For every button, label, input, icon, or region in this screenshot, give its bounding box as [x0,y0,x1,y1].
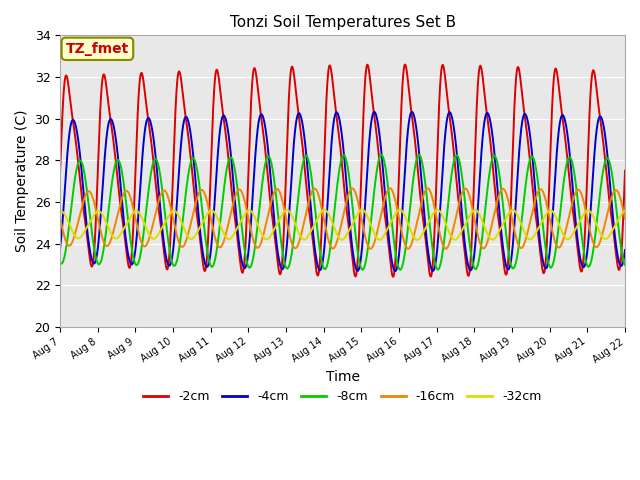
-2cm [621,168,629,174]
-16cm [298,231,305,237]
-32cm [413,237,421,243]
-4cm [298,115,305,120]
-8cm [298,170,305,176]
-32cm [396,207,404,213]
-8cm [611,188,618,194]
-4cm [392,268,399,274]
-32cm [611,224,618,230]
X-axis label: Time: Time [326,370,360,384]
Line: -4cm: -4cm [60,112,625,271]
-2cm [298,132,305,137]
Line: -2cm: -2cm [60,64,625,277]
-16cm [611,189,618,194]
-32cm [273,222,280,228]
-2cm [550,81,557,86]
-4cm [273,242,280,248]
-8cm [154,161,162,167]
-32cm [154,232,162,238]
-8cm [121,187,129,193]
-8cm [550,260,557,265]
-8cm [56,260,64,266]
Line: -8cm: -8cm [60,155,625,270]
-16cm [386,185,394,191]
-2cm [154,203,162,208]
-2cm [121,232,129,238]
-2cm [401,61,409,67]
Title: Tonzi Soil Temperatures Set B: Tonzi Soil Temperatures Set B [230,15,456,30]
-4cm [56,245,64,251]
-2cm [611,236,618,241]
-8cm [378,152,385,158]
-2cm [389,274,397,280]
-32cm [550,210,557,216]
Legend: -2cm, -4cm, -8cm, -16cm, -32cm: -2cm, -4cm, -8cm, -16cm, -32cm [138,385,547,408]
-16cm [273,186,280,192]
-8cm [273,200,280,205]
-4cm [550,201,557,206]
-2cm [56,168,64,174]
-32cm [621,208,629,214]
-32cm [298,235,305,240]
-16cm [621,216,629,221]
-4cm [408,109,416,115]
-16cm [550,233,557,239]
Text: TZ_fmet: TZ_fmet [66,42,129,56]
-16cm [56,216,64,221]
-4cm [621,247,629,253]
-16cm [121,189,129,195]
-32cm [56,208,64,214]
-4cm [121,225,129,231]
-8cm [621,262,629,268]
Line: -32cm: -32cm [60,210,625,240]
-4cm [154,180,162,186]
-2cm [273,251,280,257]
-16cm [154,200,162,206]
-8cm [396,267,404,273]
-16cm [404,246,412,252]
-4cm [611,228,618,233]
Line: -16cm: -16cm [60,188,625,249]
-32cm [121,225,129,230]
Y-axis label: Soil Temperature (C): Soil Temperature (C) [15,110,29,252]
